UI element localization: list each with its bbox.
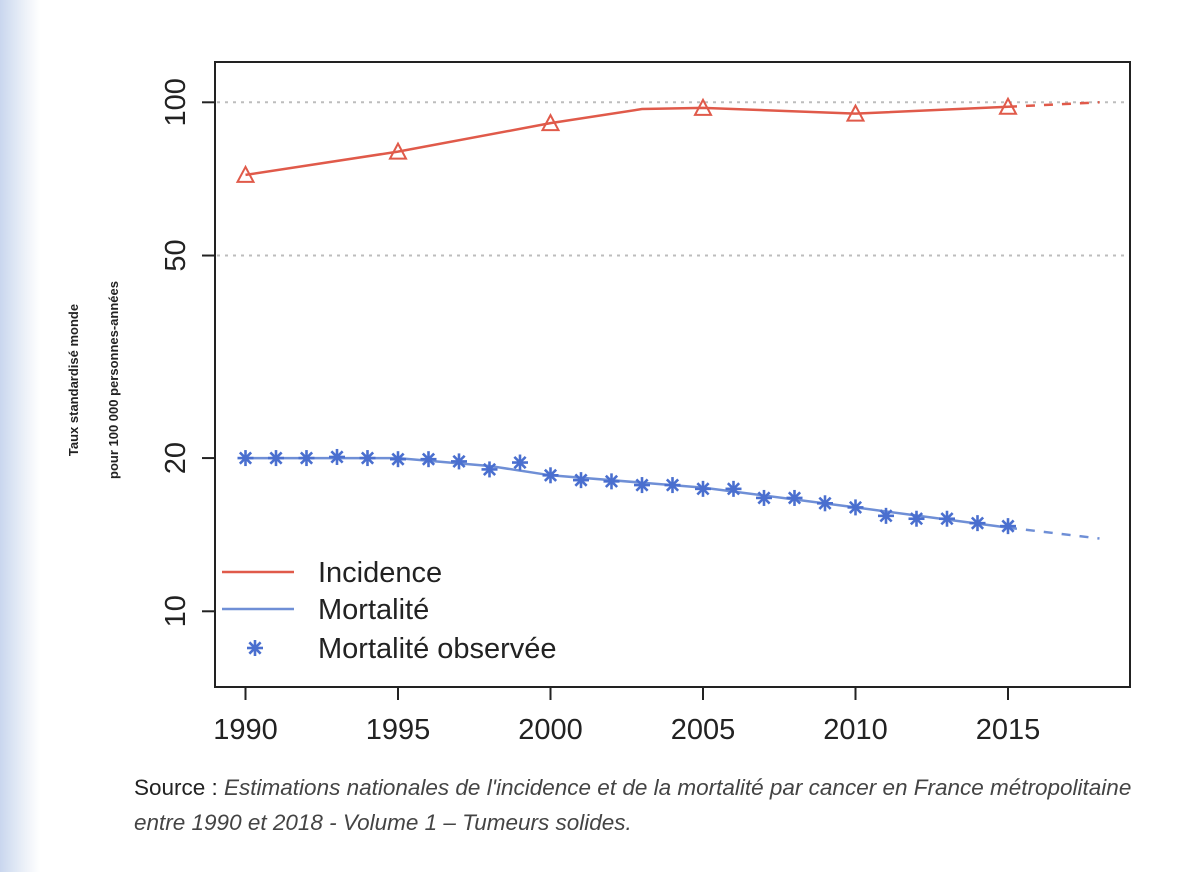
x-tick-label-2000: 2000 (518, 714, 583, 746)
mortalite-observee-marker-2004 (664, 477, 681, 494)
series-markers (235, 96, 1018, 535)
mortalite-observee-marker-2001 (573, 472, 589, 489)
mortalite-observee-marker-2007 (756, 489, 772, 506)
incidence-marker-1995 (388, 141, 408, 160)
mortalite-projection-line (1007, 526, 1100, 540)
mortalite-observee-marker-1998 (481, 461, 498, 478)
legend-label-1: Mortalité (318, 594, 429, 626)
incidence-marker-2010 (845, 103, 866, 122)
mortalite-observee-marker-2010 (847, 499, 864, 516)
legend-swatch-mortalite-observee (247, 640, 263, 656)
mortalite-observee-marker-2002 (603, 473, 620, 490)
mortalite-observee-marker-2000 (542, 467, 559, 484)
x-tick-label-2010: 2010 (823, 714, 888, 746)
source-label: Source : (134, 775, 225, 800)
legend-label-0: Incidence (318, 557, 442, 589)
x-tick-label-1995: 1995 (366, 714, 431, 746)
y-tick-label-100: 100 (160, 78, 192, 126)
x-axis: 1990 1995 2000 2005 2010 2015 (213, 686, 1041, 746)
incidence-projection-line (1007, 101, 1100, 109)
mortalite-observee-marker-1991 (268, 450, 284, 467)
chart-svg: 1990 1995 2000 2005 2010 2015 10 20 50 100 Taux … (66, 61, 1131, 746)
mortalite-observee-marker-1993 (329, 448, 345, 465)
y-axis: 10 20 50 100 (160, 78, 215, 627)
mortalite-observee-marker-1994 (359, 450, 376, 467)
mortalite-observee-marker-2013 (939, 510, 955, 527)
y-axis-label: Taux standardisé monde pour 100 000 pers… (66, 281, 121, 479)
incidence-line (245, 105, 1009, 177)
y-tick-label-20: 20 (160, 442, 192, 474)
plot-frame (214, 61, 1131, 688)
source-text: Estimations nationales de l'incidence et… (134, 775, 1132, 835)
mortalite-observee-marker-1997 (451, 453, 467, 470)
mortalite-observee-marker-2015 (1000, 518, 1016, 535)
x-tick-label-1990: 1990 (213, 714, 278, 746)
mortalite-observee-marker-2003 (634, 477, 650, 494)
x-tick-label-2015: 2015 (976, 714, 1041, 746)
legend: Incidence Mortalité Mortalité observée (222, 557, 557, 665)
source-caption: Source : Estimations nationales de l'inc… (134, 770, 1144, 840)
mortalite-observee-marker-1995 (390, 451, 406, 468)
mortalite-observee-marker-1999 (512, 454, 528, 471)
mortalite-observee-marker-1990 (237, 450, 254, 467)
y-tick-label-10: 10 (160, 595, 192, 627)
mortalite-observee-marker-2012 (908, 510, 925, 527)
y-axis-label-line2: pour 100 000 personnes-années (106, 281, 121, 479)
mortalite-observee-marker-2005 (695, 480, 711, 497)
incidence-marker-2015 (998, 96, 1018, 115)
incidence-marker-1990 (235, 164, 256, 183)
mortalite-observee-marker-2008 (786, 489, 803, 506)
y-tick-label-50: 50 (160, 239, 192, 271)
mortalite-observee-marker-1996 (420, 451, 437, 468)
mortalite-observee-marker-1992 (298, 450, 315, 467)
x-tick-label-2005: 2005 (671, 714, 736, 746)
incidence-marker-2005 (693, 97, 713, 116)
legend-label-2: Mortalité observée (318, 633, 557, 665)
incidence-marker-2000 (540, 113, 561, 132)
mortalite-observee-marker-2009 (817, 495, 833, 512)
y-axis-label-line1: Taux standardisé monde (66, 304, 81, 456)
mortalite-observee-marker-2006 (725, 480, 742, 497)
mortalite-observee-marker-2011 (878, 507, 894, 524)
mortalite-observee-marker-2014 (969, 515, 986, 532)
